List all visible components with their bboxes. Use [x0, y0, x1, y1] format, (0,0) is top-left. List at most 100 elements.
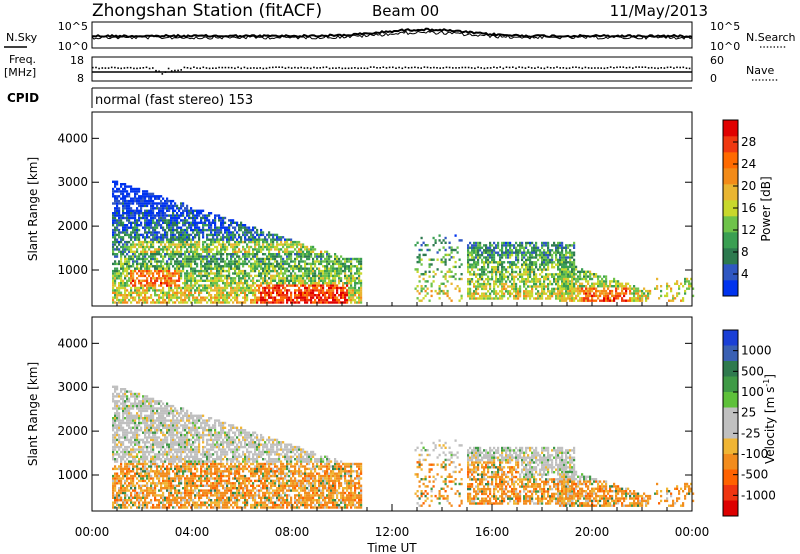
power-cell	[272, 238, 275, 241]
power-cell	[605, 292, 608, 295]
power-cell	[316, 282, 319, 285]
power-cell	[214, 231, 217, 234]
power-cell	[242, 262, 245, 266]
power-cell	[230, 233, 233, 237]
power-cell	[118, 301, 121, 304]
power-cell	[228, 228, 231, 232]
power-cell	[286, 291, 289, 294]
power-cell	[633, 297, 636, 300]
power-cell	[246, 226, 249, 229]
power-cell	[124, 267, 127, 270]
power-cell	[551, 263, 554, 266]
power-cell	[342, 269, 345, 273]
power-cell	[264, 274, 267, 278]
power-cell	[220, 236, 223, 239]
power-cell	[132, 253, 135, 256]
power-cell	[208, 219, 211, 222]
power-cell	[603, 292, 606, 295]
power-cell	[170, 286, 173, 290]
power-cell	[166, 219, 169, 222]
power-cell	[182, 265, 185, 268]
power-cell	[176, 243, 179, 246]
power-cell	[541, 294, 544, 298]
power-cell	[146, 272, 149, 275]
power-cell	[218, 267, 221, 270]
power-cell	[270, 296, 273, 299]
power-cell	[509, 290, 512, 293]
velocity-cell	[112, 501, 115, 504]
power-cell	[140, 209, 143, 212]
power-cell	[475, 251, 478, 254]
nave-point	[234, 67, 236, 70]
power-cell	[635, 297, 638, 300]
power-cell	[252, 228, 255, 232]
power-cell	[460, 277, 463, 281]
power-cell	[332, 277, 335, 280]
power-cell	[200, 221, 203, 224]
nave-point	[319, 67, 321, 69]
power-cell	[330, 267, 333, 270]
power-cell	[150, 279, 153, 282]
nave-point	[410, 66, 413, 69]
power-cell	[152, 212, 155, 215]
power-cell	[250, 233, 253, 237]
power-cell	[499, 273, 502, 276]
power-cell	[206, 277, 209, 280]
power-cell	[322, 291, 325, 294]
power-cell	[152, 238, 155, 241]
power-cell	[132, 255, 135, 258]
power-cell	[607, 285, 610, 288]
power-cell	[531, 251, 534, 254]
power-cell	[174, 294, 177, 297]
power-cell	[120, 245, 123, 249]
power-cell	[420, 289, 423, 293]
power-cell	[545, 263, 548, 266]
power-cell	[344, 301, 347, 304]
power-cell	[188, 284, 191, 287]
power-cell	[224, 277, 227, 280]
power-cell	[314, 269, 317, 273]
power-cell	[525, 294, 528, 298]
power-cell	[314, 289, 317, 292]
power-cell	[573, 241, 576, 245]
power-cell	[561, 280, 564, 283]
power-cell	[192, 224, 195, 227]
power-cell	[513, 297, 516, 300]
power-cell	[196, 209, 199, 212]
power-cell	[555, 253, 558, 257]
power-cell	[302, 245, 305, 249]
power-cell	[114, 185, 117, 188]
power-cell	[136, 277, 139, 280]
power-cell	[122, 228, 125, 232]
power-cell	[489, 261, 492, 264]
power-cell	[458, 277, 461, 281]
power-cell	[160, 204, 163, 208]
power-cell	[505, 287, 508, 291]
power-cell	[188, 233, 191, 237]
power-cell	[569, 244, 572, 247]
power-cell	[250, 236, 253, 239]
power-cell	[432, 280, 435, 283]
power-cell	[517, 266, 520, 269]
power-cell	[254, 245, 257, 249]
power-cell	[118, 219, 121, 222]
power-cell	[348, 260, 351, 263]
power-cell	[571, 299, 574, 302]
power-cell	[561, 277, 564, 281]
nave-point	[142, 67, 145, 69]
power-cell	[256, 228, 259, 232]
power-cell	[262, 231, 265, 234]
power-cell	[511, 253, 514, 257]
velocity-cell	[114, 467, 117, 471]
power-cell	[180, 240, 183, 244]
power-cell	[306, 253, 309, 256]
power-cell	[611, 299, 614, 302]
power-cell	[134, 187, 137, 191]
power-cell	[481, 297, 484, 300]
power-cell	[268, 253, 271, 256]
power-cell	[220, 248, 223, 251]
power-cell	[491, 253, 494, 257]
power-cell	[282, 277, 285, 280]
power-cell	[218, 216, 221, 220]
power-cell	[344, 282, 347, 285]
